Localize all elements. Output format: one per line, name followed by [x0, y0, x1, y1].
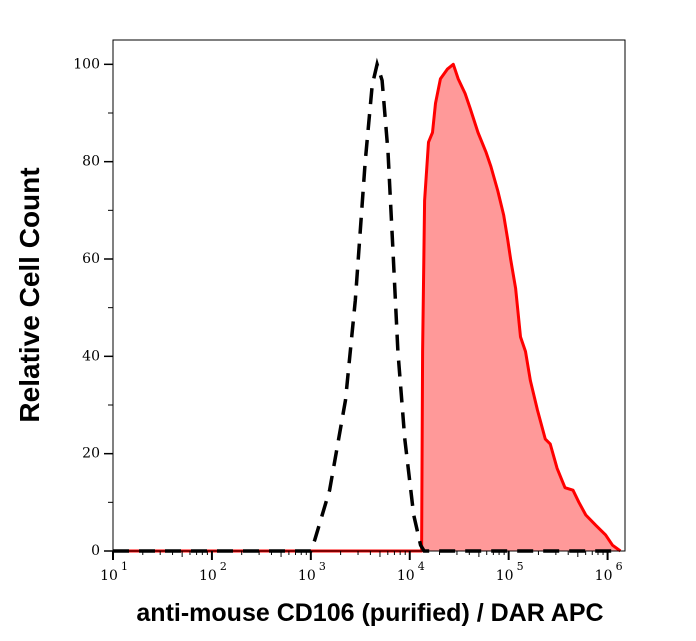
y-tick-label: 20: [82, 446, 100, 462]
x-tick-label: 10: [298, 568, 316, 584]
stained-area-fill: [113, 64, 621, 552]
x-tick-exponent: 4: [418, 560, 425, 573]
y-tick-label: 40: [82, 348, 100, 364]
y-tick-label: 100: [73, 56, 100, 72]
stained-series-line: [113, 62, 622, 553]
x-tick-label: 10: [397, 568, 415, 584]
y-tick-label: 60: [82, 251, 100, 267]
x-tick-label: 10: [496, 568, 514, 584]
x-tick-label: 10: [100, 568, 118, 584]
x-tick-exponent: 6: [616, 560, 623, 573]
x-tick-exponent: 2: [220, 560, 227, 573]
y-tick-label: 80: [82, 154, 100, 170]
x-tick-exponent: 1: [121, 560, 128, 573]
x-tick-label: 10: [199, 568, 217, 584]
x-axis-label: anti-mouse CD106 (purified) / DAR APC: [136, 599, 603, 627]
x-tick-exponent: 5: [517, 560, 524, 573]
y-tick-label: 0: [91, 543, 100, 559]
control-series-line: [113, 57, 619, 553]
x-tick-exponent: 3: [319, 560, 326, 573]
plot-frame: [112, 39, 626, 552]
x-tick-label: 10: [595, 568, 613, 584]
y-axis-label: Relative Cell Count: [14, 167, 45, 422]
